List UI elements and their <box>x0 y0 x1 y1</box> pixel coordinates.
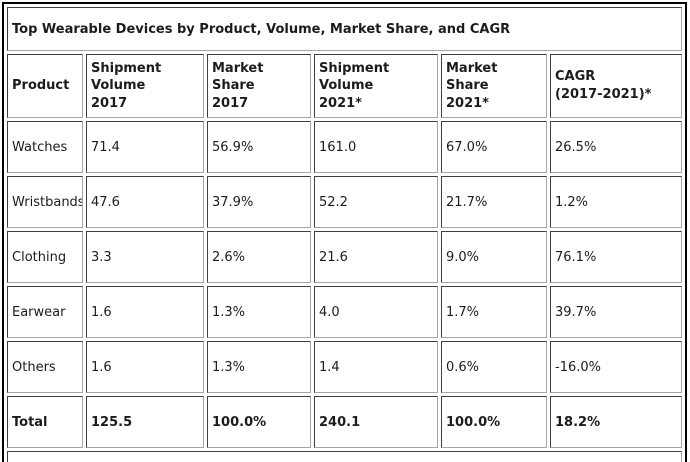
cell-value: 26.5% <box>550 121 682 173</box>
column-header-share-2017: Market Share 2017 <box>207 54 311 118</box>
cell-value: 2.6% <box>207 231 311 283</box>
source-row: Source: IDC Worldwide Quarterly Wearable… <box>7 451 682 462</box>
cell-value: 21.7% <box>441 176 547 228</box>
cell-value: 100.0% <box>207 396 311 448</box>
column-header-product: Product <box>7 54 83 118</box>
header-line1: Market Share <box>212 60 264 94</box>
cell-value: 100.0% <box>441 396 547 448</box>
cell-value: 18.2% <box>550 396 682 448</box>
column-header-cagr: CAGR (2017-2021)* <box>550 54 682 118</box>
cell-value: 47.6 <box>86 176 204 228</box>
cell-value: 1.4 <box>314 341 438 393</box>
row-label: Others <box>7 341 83 393</box>
header-row: Product Shipment Volume 2017 Market Share… <box>7 54 682 118</box>
column-header-shipment-2021: Shipment Volume 2021* <box>314 54 438 118</box>
cell-value: 71.4 <box>86 121 204 173</box>
row-label: Wristbands <box>7 176 83 228</box>
cell-value: 76.1% <box>550 231 682 283</box>
row-label: Total <box>7 396 83 448</box>
table-row-others: Others 1.6 1.3% 1.4 0.6% -16.0% <box>7 341 682 393</box>
cell-value: 1.6 <box>86 341 204 393</box>
cell-value: 21.6 <box>314 231 438 283</box>
cell-value: 39.7% <box>550 286 682 338</box>
header-line2: 2017 <box>212 95 249 111</box>
cell-value: -16.0% <box>550 341 682 393</box>
table-title: Top Wearable Devices by Product, Volume,… <box>7 7 682 51</box>
table-row-wristbands: Wristbands 47.6 37.9% 52.2 21.7% 1.2% <box>7 176 682 228</box>
cell-value: 1.7% <box>441 286 547 338</box>
row-label: Earwear <box>7 286 83 338</box>
source-text: Source: IDC Worldwide Quarterly Wearable… <box>7 451 682 462</box>
header-line1: Shipment Volume <box>319 60 390 94</box>
header-line2: 2021* <box>319 95 362 111</box>
cell-value: 1.6 <box>86 286 204 338</box>
cell-value: 161.0 <box>314 121 438 173</box>
cell-value: 56.9% <box>207 121 311 173</box>
cell-value: 9.0% <box>441 231 547 283</box>
cell-value: 3.3 <box>86 231 204 283</box>
header-line1: CAGR <box>555 69 596 85</box>
cell-value: 37.9% <box>207 176 311 228</box>
cell-value: 125.5 <box>86 396 204 448</box>
cell-value: 0.6% <box>441 341 547 393</box>
title-row: Top Wearable Devices by Product, Volume,… <box>7 7 682 51</box>
cell-value: 1.3% <box>207 286 311 338</box>
cell-value: 67.0% <box>441 121 547 173</box>
cell-value: 1.3% <box>207 341 311 393</box>
header-line1: Shipment Volume <box>91 60 162 94</box>
header-line2: 2021* <box>446 95 489 111</box>
cell-value: 52.2 <box>314 176 438 228</box>
header-line2: 2017 <box>91 95 128 111</box>
cell-value: 240.1 <box>314 396 438 448</box>
column-header-share-2021: Market Share 2021* <box>441 54 547 118</box>
row-label: Clothing <box>7 231 83 283</box>
header-line1: Market Share <box>446 60 498 94</box>
cell-value: 1.2% <box>550 176 682 228</box>
table-row-earwear: Earwear 1.6 1.3% 4.0 1.7% 39.7% <box>7 286 682 338</box>
header-line2: (2017-2021)* <box>555 87 652 102</box>
cell-value: 4.0 <box>314 286 438 338</box>
table-row-watches: Watches 71.4 56.9% 161.0 67.0% 26.5% <box>7 121 682 173</box>
column-header-shipment-2017: Shipment Volume 2017 <box>86 54 204 118</box>
row-label: Watches <box>7 121 83 173</box>
header-line1: Product <box>12 78 70 94</box>
table-row-clothing: Clothing 3.3 2.6% 21.6 9.0% 76.1% <box>7 231 682 283</box>
table-row-total: Total 125.5 100.0% 240.1 100.0% 18.2% <box>7 396 682 448</box>
